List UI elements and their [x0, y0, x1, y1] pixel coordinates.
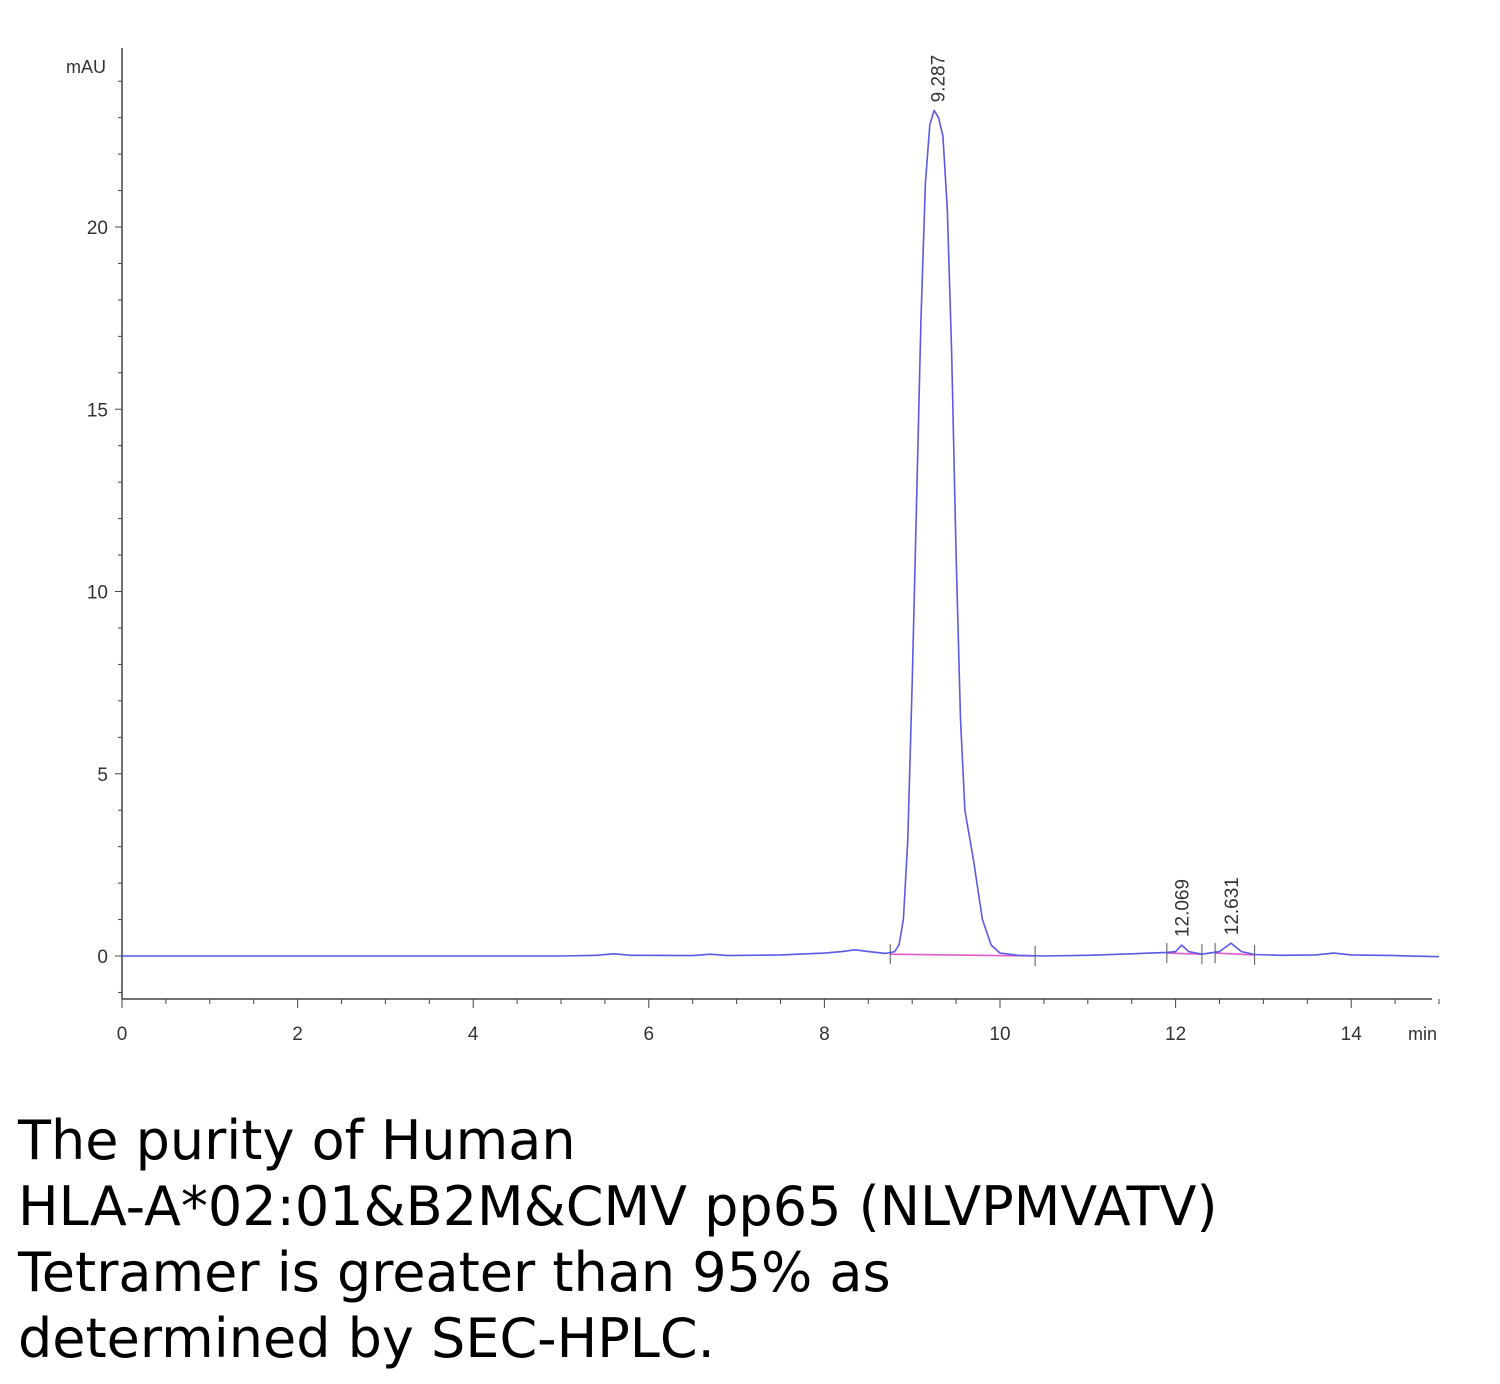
peak-retention-label: 12.631: [1222, 877, 1243, 935]
y-tick-label: 5: [97, 765, 108, 786]
integration-baseline: [890, 953, 1036, 957]
chromatogram-series: [122, 109, 1440, 958]
x-axis-unit-label: min: [1408, 1024, 1437, 1044]
x-tick-label: 6: [644, 1024, 655, 1045]
peak-labels: 9.287 12.069 12.631: [928, 55, 1243, 937]
x-tick-label: 14: [1341, 1024, 1363, 1045]
caption-line-1: The purity of Human: [18, 1109, 576, 1172]
x-tick-label: 12: [1165, 1024, 1186, 1045]
x-tick-label: 10: [989, 1024, 1010, 1045]
x-tick-label: 0: [117, 1024, 128, 1045]
y-tick-label: 20: [87, 218, 108, 239]
peak-retention-label: 12.069: [1173, 879, 1194, 937]
peak-retention-label: 9.287: [928, 55, 949, 103]
caption-line-4: determined by SEC-HPLC.: [18, 1307, 715, 1370]
axes: 0 5 10 15 20 0 2 4 6 8 10 12 14: [87, 48, 1440, 1045]
y-tick-label: 10: [87, 583, 108, 604]
x-tick-label: 2: [292, 1024, 303, 1045]
y-tick-label: 0: [97, 947, 108, 968]
y-axis-unit-label: mAU: [66, 57, 106, 77]
x-tick-label: 8: [819, 1024, 830, 1045]
integration-baseline: [1166, 952, 1202, 955]
integration-baseline: [1215, 952, 1255, 956]
caption: The purity of Human HLA-A*02:01&B2M&CMV …: [18, 1108, 1478, 1372]
chromatogram-trace: [122, 109, 1440, 958]
chromatogram-chart: 0 5 10 15 20 0 2 4 6 8 10 12 14 9.287 12.069 12.631 mA…: [66, 48, 1440, 1045]
caption-line-2: HLA-A*02:01&B2M&CMV pp65 (NLVPMVATV): [18, 1175, 1218, 1238]
x-tick-label: 4: [468, 1024, 479, 1045]
caption-line-3: Tetramer is greater than 95% as: [18, 1241, 891, 1304]
y-tick-label: 15: [87, 400, 108, 421]
